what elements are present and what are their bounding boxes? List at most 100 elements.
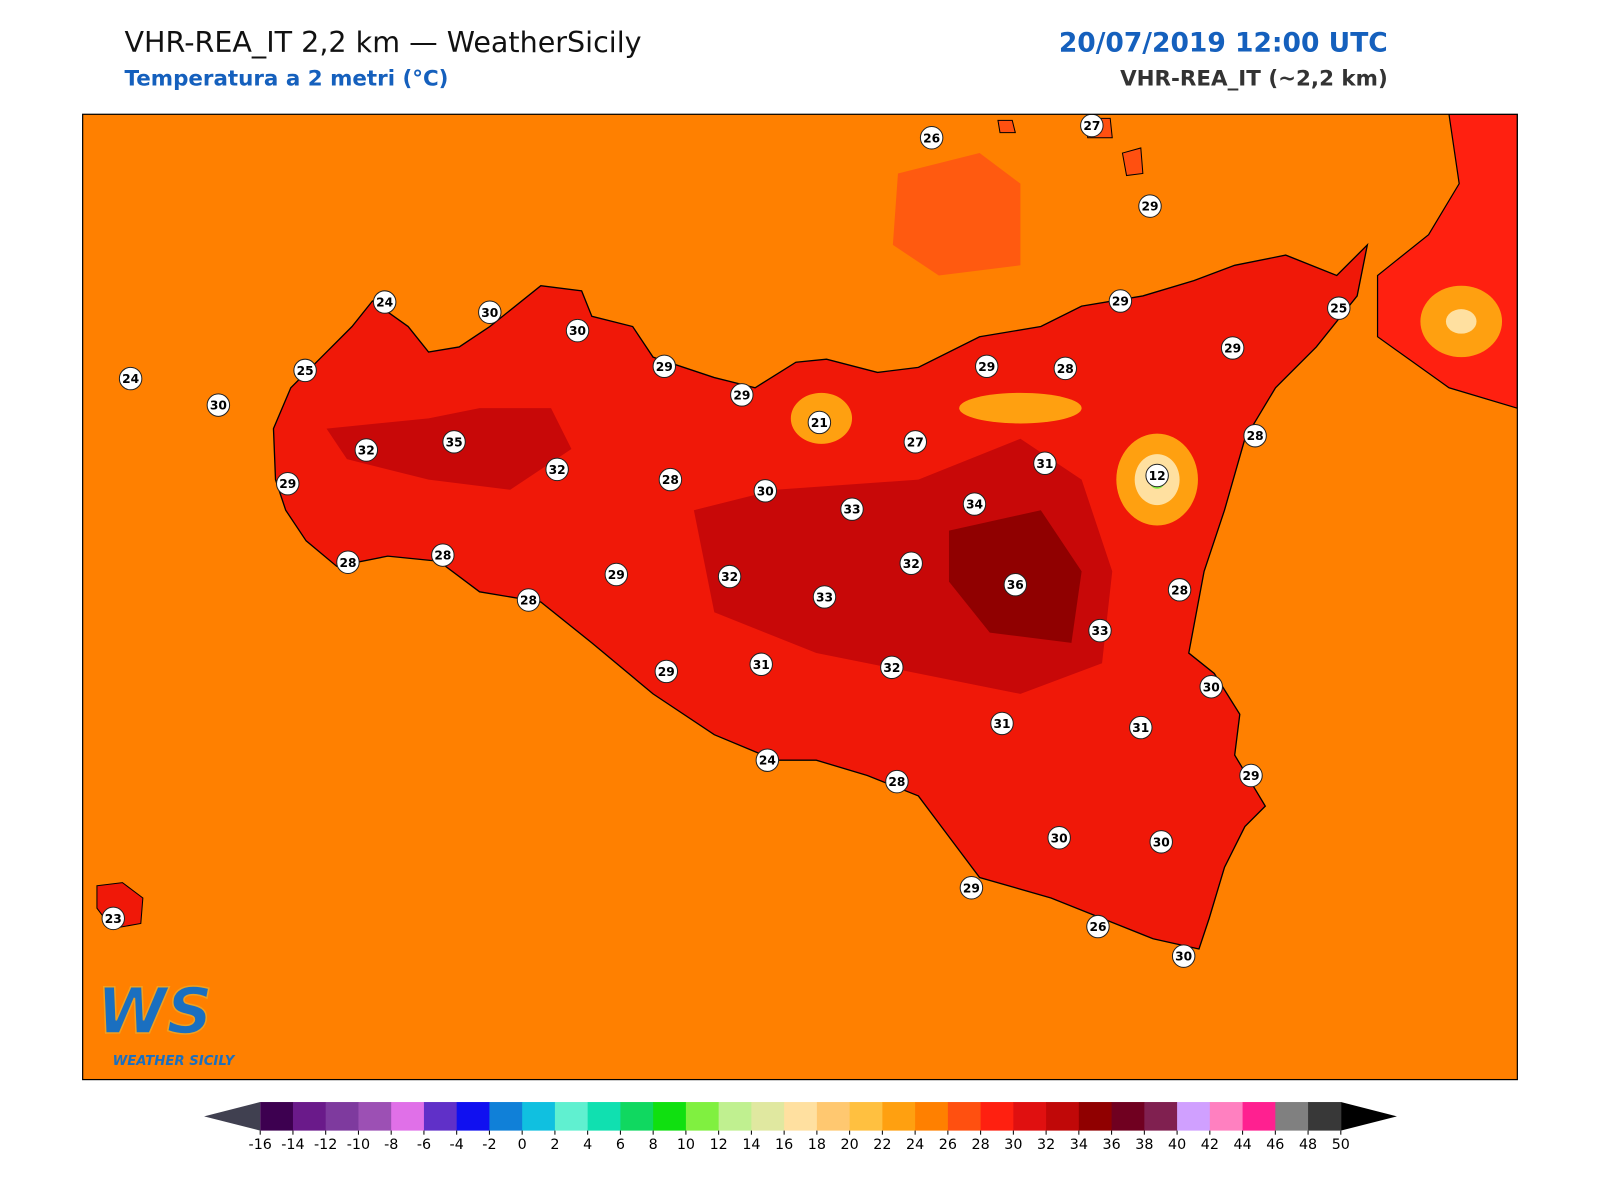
station-value: 30 [1175, 950, 1192, 964]
station-marker [753, 479, 778, 503]
station-marker [730, 383, 754, 407]
station-marker [749, 652, 773, 677]
station-marker [1047, 826, 1071, 850]
colorbar-bin [1308, 1102, 1342, 1131]
station-marker [516, 588, 541, 612]
station-value: 28 [888, 775, 905, 789]
station-value: 30 [1153, 835, 1170, 849]
colorbar-bin [620, 1102, 654, 1131]
colorbar-tick-label: 40 [1168, 1137, 1186, 1153]
station-marker [959, 876, 984, 900]
colorbar-tick-label: -14 [281, 1137, 304, 1153]
station-marker [1086, 914, 1110, 939]
station: 28 [431, 543, 455, 567]
station-marker [1088, 618, 1112, 643]
station: 33 [1088, 618, 1112, 643]
subtitle: Temperatura a 2 metri (°C) [124, 67, 448, 92]
station-value: 34 [966, 498, 983, 512]
colorbar-tick-label: 42 [1201, 1137, 1219, 1153]
colorbar-bin [391, 1102, 425, 1131]
station: 21 [807, 410, 832, 435]
station: 32 [717, 564, 742, 589]
station-value: 24 [122, 372, 139, 386]
station-marker [545, 457, 569, 482]
station: 27 [903, 430, 928, 454]
date: 20/07/2019 12:00 UTC [1059, 27, 1388, 58]
station: 30 [1047, 826, 1071, 850]
colorbar-extend-high [1340, 1102, 1397, 1131]
colorbar-tick-label: 50 [1332, 1137, 1350, 1153]
station-marker [990, 711, 1014, 736]
station-marker [880, 655, 904, 680]
station-marker [604, 562, 629, 587]
station-marker [919, 126, 944, 150]
station: 34 [962, 492, 987, 516]
colorbar-tick-label: -6 [417, 1137, 431, 1153]
colorbar-bin [1209, 1102, 1244, 1131]
colorbar-tick-label: 16 [775, 1137, 793, 1153]
station-marker [478, 300, 502, 324]
colorbar-bin [1242, 1102, 1276, 1131]
station-marker [1033, 451, 1057, 475]
station-value: 31 [994, 717, 1011, 731]
station-value: 35 [446, 435, 463, 449]
station-value: 26 [923, 131, 940, 145]
station-value: 27 [907, 435, 924, 449]
station-marker [1003, 572, 1028, 597]
station: 25 [293, 358, 317, 383]
station-value: 31 [753, 658, 770, 672]
station-value: 30 [1051, 831, 1068, 845]
calabria-cool [1445, 309, 1477, 334]
station-value: 25 [297, 364, 314, 378]
station: 33 [812, 585, 837, 609]
colorbar-bin [522, 1102, 556, 1131]
colorbar-tick-label: 46 [1266, 1137, 1284, 1153]
station: 31 [1129, 715, 1153, 740]
station: 30 [565, 318, 590, 343]
station-value: 29 [1141, 200, 1158, 214]
station: 28 [516, 588, 541, 612]
station-marker [1129, 715, 1153, 740]
station-marker [1108, 289, 1133, 313]
station-marker [1053, 356, 1078, 381]
station-marker [1239, 763, 1263, 788]
station-marker [293, 358, 317, 383]
station-marker [1080, 114, 1104, 138]
station: 33 [840, 497, 864, 521]
station-value: 36 [1007, 578, 1024, 592]
logo: WS WEATHER SICILY [96, 973, 236, 1069]
station-marker [1199, 675, 1223, 699]
colorbar-tick-label: -8 [384, 1137, 398, 1153]
station: 35 [442, 430, 466, 454]
station-value: 29 [1224, 341, 1241, 355]
station-value: 29 [1112, 295, 1129, 309]
station-marker [276, 471, 300, 496]
station: 28 [336, 550, 360, 574]
station: 29 [975, 354, 999, 379]
colorbar-tick-label: 44 [1234, 1137, 1252, 1153]
colorbar-tick-label: 30 [1004, 1137, 1022, 1153]
station-marker [899, 551, 923, 575]
station-marker [431, 543, 455, 567]
station-value: 24 [376, 296, 393, 310]
station-value: 29 [608, 568, 625, 582]
station-value: 28 [1247, 429, 1264, 443]
colorbar-bin [751, 1102, 785, 1131]
station-marker [1167, 578, 1192, 602]
colorbar-bin [816, 1102, 851, 1131]
colorbar-bin [1078, 1102, 1113, 1131]
station-marker [975, 354, 999, 379]
colorbar-bin [685, 1102, 720, 1131]
stations: 26 27 29 24 30 30 29 25 24 25 29 29 29 28 29 30 21 27 28 32… [101, 114, 1351, 968]
station: 29 [652, 354, 677, 379]
station-value: 30 [1203, 680, 1220, 694]
station-value: 32 [358, 444, 375, 458]
station: 28 [1243, 423, 1267, 448]
colorbar-tick-label: 12 [710, 1137, 728, 1153]
station-value: 12 [1149, 469, 1166, 483]
station-value: 31 [1036, 457, 1053, 471]
map: WS WEATHER SICILY 26 27 29 24 30 30 29 25 24 25 29… [82, 114, 1518, 1080]
station-marker [1327, 296, 1351, 320]
station: 26 [919, 126, 944, 150]
